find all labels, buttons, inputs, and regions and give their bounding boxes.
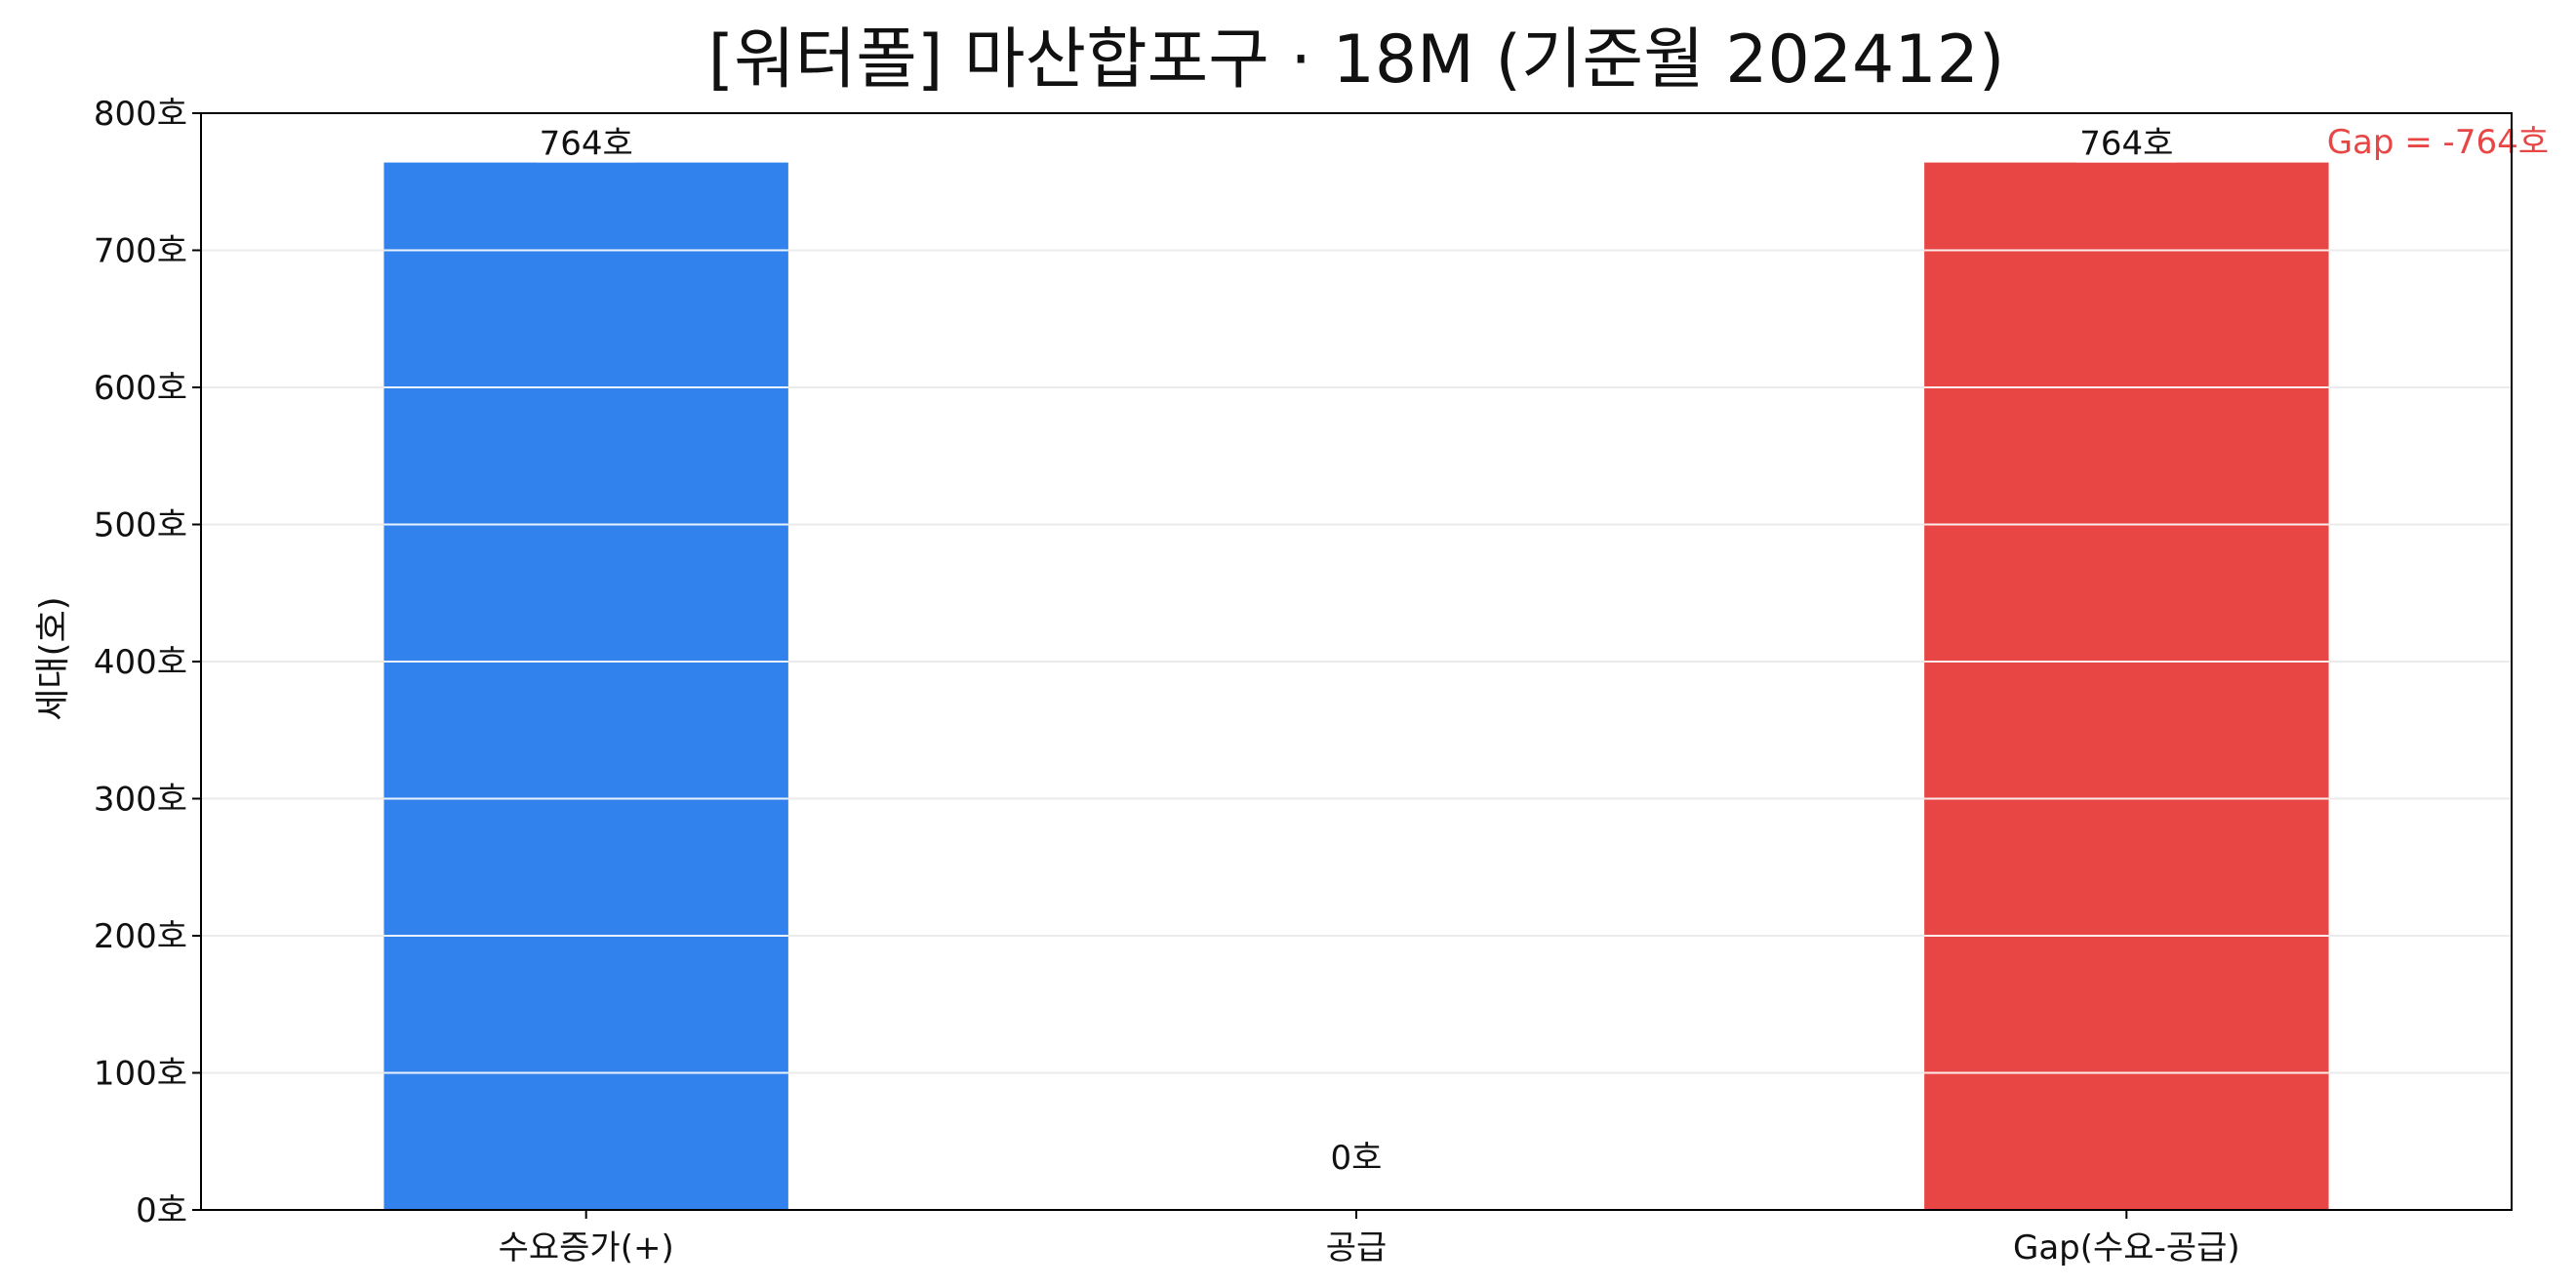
value-label-bg bbox=[529, 119, 643, 163]
bars-layer bbox=[383, 162, 2329, 1211]
y-tick-label: 400호 bbox=[94, 643, 187, 682]
value-label: 764호 bbox=[2079, 125, 2173, 164]
y-tick-label: 0호 bbox=[136, 1191, 187, 1230]
y-tick-label: 200호 bbox=[94, 917, 187, 956]
y-tick-label: 800호 bbox=[94, 95, 187, 134]
labels-layer: 764호 0호 764호 bbox=[529, 119, 2184, 1178]
bar bbox=[383, 162, 788, 1211]
y-tick-label: 100호 bbox=[94, 1055, 187, 1094]
y-axis-label: 세대(호) bbox=[33, 596, 73, 720]
ticks-layer: 0호 100호 200호 300호 400호 500호 600호 700호 800호수요증가(+… bbox=[94, 95, 2240, 1268]
chart-title: [워터폴] 마산합포구 · 18M (기준월 202412) bbox=[708, 21, 2005, 99]
y-tick-label: 700호 bbox=[94, 232, 187, 271]
y-tick-label: 300호 bbox=[94, 781, 187, 820]
y-tick-label: 500호 bbox=[94, 506, 187, 545]
bar bbox=[1924, 162, 2329, 1211]
gap-annotation: Gap = -764호 bbox=[2327, 123, 2549, 162]
y-tick-label: 600호 bbox=[94, 369, 187, 408]
value-label: 764호 bbox=[540, 125, 633, 164]
value-label: 0호 bbox=[1331, 1139, 1383, 1178]
x-tick-label: Gap(수요-공급) bbox=[2013, 1228, 2240, 1268]
x-tick-label: 수요증가(+) bbox=[499, 1228, 674, 1268]
x-tick-label: 공급 bbox=[1326, 1228, 1388, 1268]
value-label-bg bbox=[2070, 119, 2184, 163]
